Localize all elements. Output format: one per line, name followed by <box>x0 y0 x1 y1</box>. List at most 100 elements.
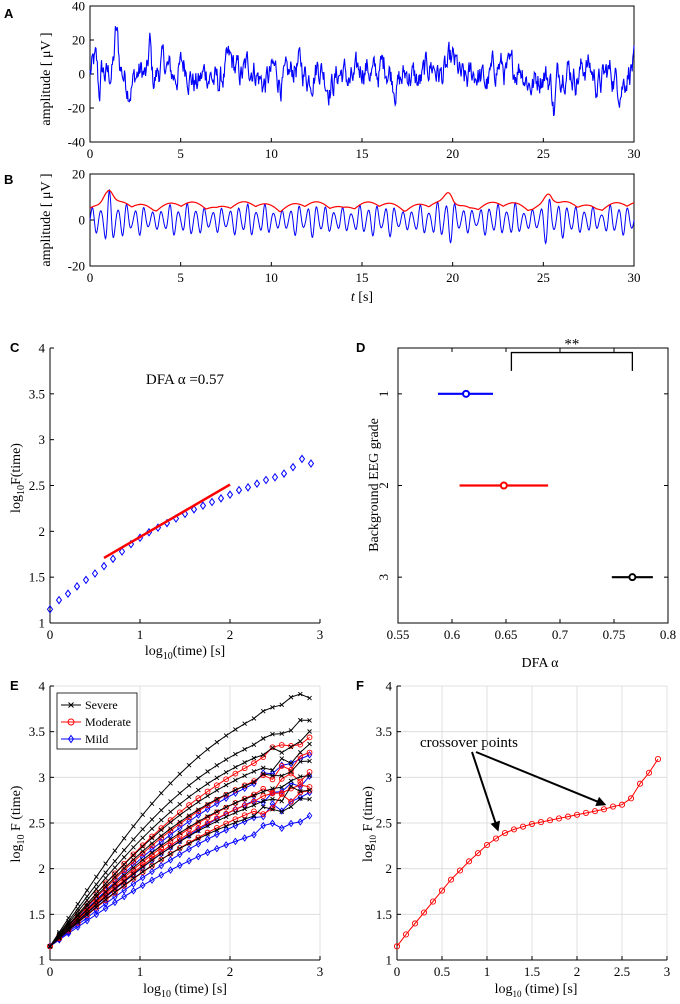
series-marker <box>140 812 146 818</box>
series-marker <box>112 865 118 870</box>
series-marker <box>278 763 285 769</box>
series-marker <box>47 943 53 949</box>
series-marker <box>223 794 229 802</box>
panel-b-xlabel-var: t <box>351 290 356 305</box>
series-marker <box>519 823 527 830</box>
series-marker <box>269 790 276 797</box>
series-marker <box>297 691 303 697</box>
series-marker <box>139 873 146 882</box>
series-marker <box>158 871 164 879</box>
panel-label-b: B <box>4 172 13 187</box>
series-marker <box>121 892 127 901</box>
panel-e: E log10 (time) [s] log10 F (time) 0 1 2 311… <box>9 678 323 1000</box>
series-marker <box>84 888 90 893</box>
series-marker <box>288 819 294 828</box>
series-marker <box>297 789 303 794</box>
series-marker <box>205 823 210 829</box>
series-marker <box>297 782 304 788</box>
panel-label-c: C <box>10 340 20 355</box>
series-marker <box>167 856 174 864</box>
legend-box <box>56 692 138 750</box>
data-point <box>244 482 252 492</box>
series-marker <box>251 716 257 721</box>
series-marker <box>121 835 127 841</box>
series-marker <box>223 810 229 817</box>
series-marker <box>546 817 554 824</box>
x-tick-label: 3 <box>317 627 324 642</box>
series-marker <box>232 821 239 830</box>
series-marker <box>288 784 294 789</box>
series-marker <box>205 801 210 807</box>
series-marker <box>465 858 473 865</box>
data-point <box>82 575 90 585</box>
series-marker <box>242 783 247 789</box>
panel-b-xlabel: t [s] <box>351 290 373 305</box>
significance-label: ** <box>564 337 579 353</box>
series-marker <box>168 809 173 815</box>
series-marker <box>112 886 118 892</box>
series-marker <box>186 783 192 788</box>
y-tick-label: 2 <box>39 861 46 876</box>
panel-b-ylabel: amplitude [ μV ] <box>39 173 54 266</box>
series-marker <box>251 742 257 748</box>
series-marker <box>260 736 266 741</box>
series-marker <box>474 850 482 857</box>
series-marker <box>270 767 275 773</box>
series-marker <box>204 820 211 828</box>
series-marker <box>260 793 267 799</box>
series-marker <box>204 805 211 813</box>
series-marker <box>168 851 173 857</box>
series-marker <box>214 787 220 793</box>
series-marker <box>242 760 247 765</box>
series-marker <box>279 731 285 736</box>
data-point <box>235 485 243 495</box>
series-marker <box>223 804 229 810</box>
x-tick-label: 0 <box>394 964 401 979</box>
data-point <box>298 454 306 464</box>
series-marker <box>242 806 247 812</box>
series-marker <box>112 890 118 896</box>
series-marker <box>288 728 294 733</box>
series-marker <box>149 841 155 846</box>
series-marker <box>510 826 518 833</box>
y-tick-label: 4 <box>386 679 393 694</box>
series-marker <box>149 863 155 868</box>
series-marker <box>186 802 192 808</box>
series-line <box>396 758 659 947</box>
data-point <box>190 504 198 514</box>
panel-f-ylabel: log10 F (time) <box>361 786 378 862</box>
x-tick-label: 5 <box>177 270 184 285</box>
x-tick-label: 2.5 <box>614 964 630 979</box>
series-marker <box>297 778 304 785</box>
series-marker <box>131 876 136 881</box>
series-marker <box>205 746 210 752</box>
data-point <box>100 561 108 571</box>
series-marker <box>149 857 155 863</box>
series-marker <box>307 773 312 779</box>
series-marker <box>84 901 90 907</box>
series-marker <box>306 749 313 756</box>
series-marker <box>167 850 174 857</box>
series-marker <box>393 943 401 950</box>
series-marker <box>177 830 183 836</box>
series-marker <box>131 871 136 877</box>
x-tick-label: 10 <box>265 146 278 161</box>
y-tick-label: 3.5 <box>29 724 45 739</box>
series-marker <box>102 885 109 892</box>
series-marker <box>242 746 247 752</box>
data-point <box>55 595 63 605</box>
series-marker <box>214 827 220 833</box>
series-marker <box>112 858 118 864</box>
series-marker <box>196 819 201 824</box>
panel-d-xlabel: DFA α <box>521 656 559 671</box>
series-marker <box>177 819 183 825</box>
series-marker <box>223 823 229 829</box>
data-point <box>253 479 261 489</box>
series-marker <box>297 793 304 802</box>
series-marker <box>251 831 257 839</box>
x-tick-label: 0 <box>47 627 54 642</box>
series-marker <box>84 916 90 925</box>
x-tick-label: 25 <box>537 146 550 161</box>
series-marker <box>168 826 173 832</box>
series-marker <box>411 920 419 927</box>
